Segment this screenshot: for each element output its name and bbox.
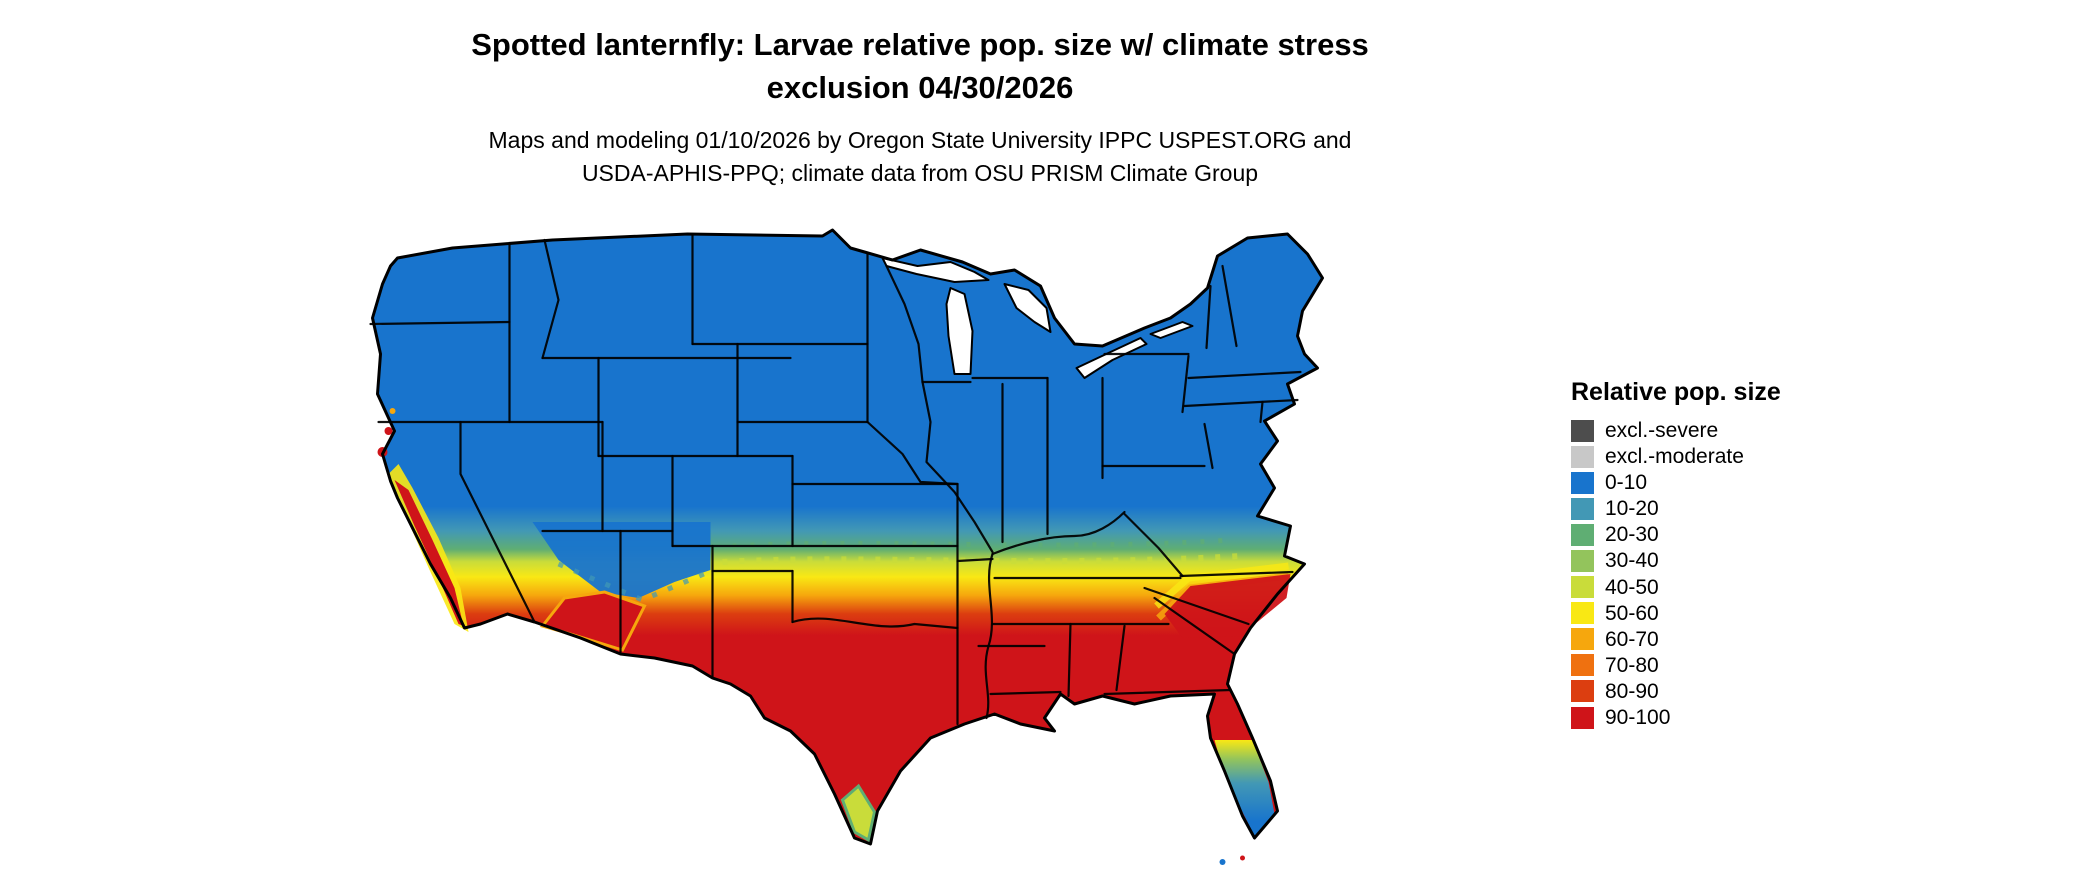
legend-swatch [1571,628,1594,651]
legend-item-label: 40-50 [1605,575,1659,599]
legend-item-label: 30-40 [1605,549,1659,573]
legend-item-label: 60-70 [1605,627,1659,651]
lake-erie [1075,337,1148,379]
legend-item-label: 80-90 [1605,679,1659,703]
legend-item-label: 10-20 [1605,497,1659,521]
legend-item-label: excl.-moderate [1605,445,1744,469]
legend-item: 20-30 [1571,523,1831,546]
texas-tip-lowzone [840,783,877,843]
lake-michigan [945,287,974,375]
legend-item-label: 70-80 [1605,653,1659,677]
us-outline-stroke [371,228,1324,846]
legend-item: 0-10 [1571,471,1831,494]
legend-items: excl.-severe excl.-moderate 0-10 10-20 20-30… [1571,419,1831,729]
legend-item-label: 0-10 [1605,471,1648,495]
lake-superior [881,257,990,283]
legend: Relative pop. size excl.-severe excl.-mod… [1571,378,1831,732]
map-subtitle-line1: Maps and modeling 01/10/2026 by Oregon S… [488,126,1352,153]
band-speckle-green [732,537,1233,549]
great-basin-fringe [557,561,710,603]
southeast-hotspot [1164,574,1291,638]
lake-huron [1003,283,1052,333]
legend-item-label: excl.-severe [1605,419,1719,442]
legend-item-label: 90-100 [1605,706,1671,730]
legend-item: excl.-moderate [1571,445,1831,468]
us-map-svg [369,228,1324,865]
legend-swatch [1571,523,1594,546]
legend-swatch [1571,445,1594,468]
legend-swatch [1571,654,1594,677]
great-lakes [881,257,1194,379]
map-subtitle-line2: USDA-APHIS-PPQ; climate data from OSU PR… [581,159,1259,186]
legend-item: 80-90 [1571,680,1831,703]
legend-item-label: 50-60 [1605,601,1659,625]
coast-hotspot-dot [384,427,393,435]
header: Spotted lanternfly: Larvae relative pop.… [0,24,1840,190]
coast-hotspot-dot [389,408,396,414]
legend-item-label: 20-30 [1605,523,1659,547]
legend-swatch [1571,602,1594,625]
legend-item: 60-70 [1571,628,1831,651]
legend-swatch [1571,471,1594,494]
legend-item: 90-100 [1571,706,1831,729]
legend-title: Relative pop. size [1571,378,1781,406]
florida-lowzone [1214,740,1275,836]
legend-swatch [1571,576,1594,599]
legend-swatch [1571,419,1594,442]
florida-keys-dot [1219,859,1226,865]
map-title-line1: Spotted lanternfly: Larvae relative pop.… [471,27,1369,62]
legend-item: excl.-severe [1571,419,1831,442]
florida-keys-dot [1240,855,1245,861]
legend-item: 70-80 [1571,654,1831,677]
map-title-line2: exclusion 04/30/2026 [766,69,1074,105]
legend-item: 30-40 [1571,549,1831,572]
legend-swatch [1571,550,1594,573]
map-subtitle: Maps and modeling 01/10/2026 by Oregon S… [0,124,1840,191]
state-borders [369,232,1302,726]
map-title: Spotted lanternfly: Larvae relative pop.… [0,24,1840,110]
lake-ontario [1149,321,1194,339]
legend-swatch [1571,497,1594,520]
us-outline-fill [372,230,1323,844]
us-map [300,226,1535,881]
legend-item: 40-50 [1571,576,1831,599]
legend-swatch [1571,680,1594,703]
legend-item: 10-20 [1571,497,1831,520]
legend-item: 50-60 [1571,602,1831,625]
legend-swatch [1571,706,1594,729]
